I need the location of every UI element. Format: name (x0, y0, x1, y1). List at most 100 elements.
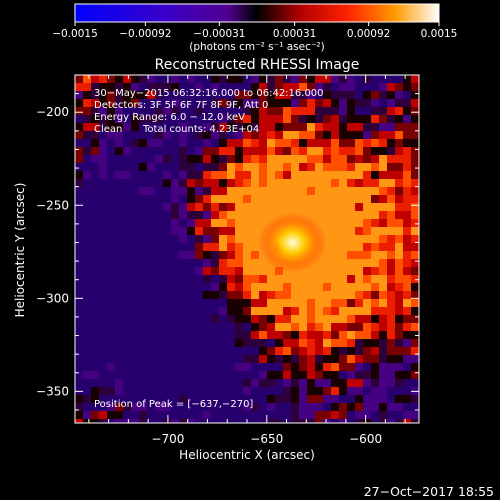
heatmap-cell (147, 219, 156, 228)
heatmap-cell (339, 251, 348, 260)
heatmap-cell (147, 307, 156, 316)
heatmap-cell (379, 363, 388, 372)
heatmap-cell (267, 83, 276, 92)
heatmap-cell (299, 147, 308, 156)
heatmap-cell (371, 419, 380, 423)
heatmap-cell (395, 299, 404, 308)
heatmap-cell (75, 219, 84, 228)
heatmap-cell (179, 75, 188, 84)
heatmap-cell (83, 411, 92, 420)
heatmap-cell (219, 387, 228, 396)
heatmap-cell (235, 387, 244, 396)
heatmap-cell (219, 235, 228, 244)
heatmap-cell (187, 379, 196, 388)
heatmap-cell (235, 267, 244, 276)
heatmap-cell (219, 339, 228, 348)
heatmap-cell (243, 379, 252, 388)
heatmap-cell (355, 83, 364, 92)
heatmap-cell (83, 163, 92, 172)
heatmap-cell (347, 115, 356, 124)
heatmap-cell (315, 147, 324, 156)
heatmap-cell (171, 171, 180, 180)
heatmap-cell (227, 139, 236, 148)
heatmap-cell (379, 83, 388, 92)
heatmap-cell (339, 139, 348, 148)
heatmap-cell (75, 83, 84, 92)
heatmap-cell (147, 115, 156, 124)
heatmap-cell (259, 203, 268, 212)
heatmap-cell (363, 331, 372, 340)
heatmap-cell (387, 275, 396, 284)
heatmap-cell (179, 275, 188, 284)
heatmap-cell (83, 251, 92, 260)
heatmap-cell (275, 187, 284, 196)
heatmap-cell (123, 83, 132, 92)
heatmap-cell (107, 347, 116, 356)
heatmap-cell (283, 379, 292, 388)
heatmap-cell (155, 267, 164, 276)
heatmap-cell (403, 411, 412, 420)
heatmap-cell (307, 91, 316, 100)
heatmap-cell (403, 259, 412, 268)
heatmap-cell (259, 139, 268, 148)
heatmap-cell (283, 419, 292, 423)
heatmap-cell (211, 75, 220, 84)
heatmap-cell (115, 243, 124, 252)
heatmap-cell (323, 387, 332, 396)
heatmap-cell (275, 275, 284, 284)
heatmap-cell (171, 291, 180, 300)
heatmap-cell (243, 275, 252, 284)
heatmap-cell (219, 83, 228, 92)
heatmap-cell (171, 99, 180, 108)
heatmap-cell (227, 275, 236, 284)
heatmap-cell (347, 403, 356, 412)
heatmap-cell (347, 275, 356, 284)
heatmap-cell (315, 363, 324, 372)
heatmap-cell (291, 291, 300, 300)
heatmap-cell (251, 307, 260, 316)
heatmap-cell (251, 243, 260, 252)
heatmap-cell (195, 387, 204, 396)
heatmap-cell (83, 187, 92, 196)
heatmap-cell (195, 203, 204, 212)
heatmap-cell (155, 347, 164, 356)
heatmap-cell (251, 163, 260, 172)
heatmap-cell (291, 203, 300, 212)
colorbar (74, 3, 440, 23)
heatmap-cell (291, 411, 300, 420)
heatmap-cell (99, 195, 108, 204)
heatmap-cell (347, 307, 356, 316)
heatmap-cell (99, 99, 108, 108)
heatmap-cell (331, 403, 340, 412)
heatmap-cell (363, 419, 372, 423)
heatmap-cell (315, 307, 324, 316)
heatmap-cell (259, 299, 268, 308)
heatmap-cell (315, 195, 324, 204)
heatmap-cell (291, 371, 300, 380)
heatmap-cell (347, 75, 356, 84)
heatmap-cell (371, 379, 380, 388)
heatmap-cell (355, 371, 364, 380)
heatmap-cell (371, 323, 380, 332)
heatmap-cell (115, 259, 124, 268)
heatmap-cell (75, 251, 84, 260)
heatmap-cell (147, 123, 156, 132)
heatmap-cell (299, 267, 308, 276)
heatmap-cell (355, 355, 364, 364)
heatmap-cell (339, 419, 348, 423)
heatmap-cell (131, 395, 140, 404)
heatmap-cell (211, 235, 220, 244)
heatmap-cell (203, 259, 212, 268)
heatmap-cell (83, 379, 92, 388)
heatmap-cell (99, 267, 108, 276)
heatmap-cell (195, 123, 204, 132)
heatmap-cell (267, 75, 276, 84)
heatmap-cell (259, 283, 268, 292)
heatmap-cell (91, 147, 100, 156)
heatmap-cell (307, 299, 316, 308)
heatmap-cell (171, 91, 180, 100)
heatmap-cell (379, 227, 388, 236)
heatmap-cell (131, 403, 140, 412)
heatmap-cell (347, 411, 356, 420)
heatmap-cell (291, 115, 300, 124)
